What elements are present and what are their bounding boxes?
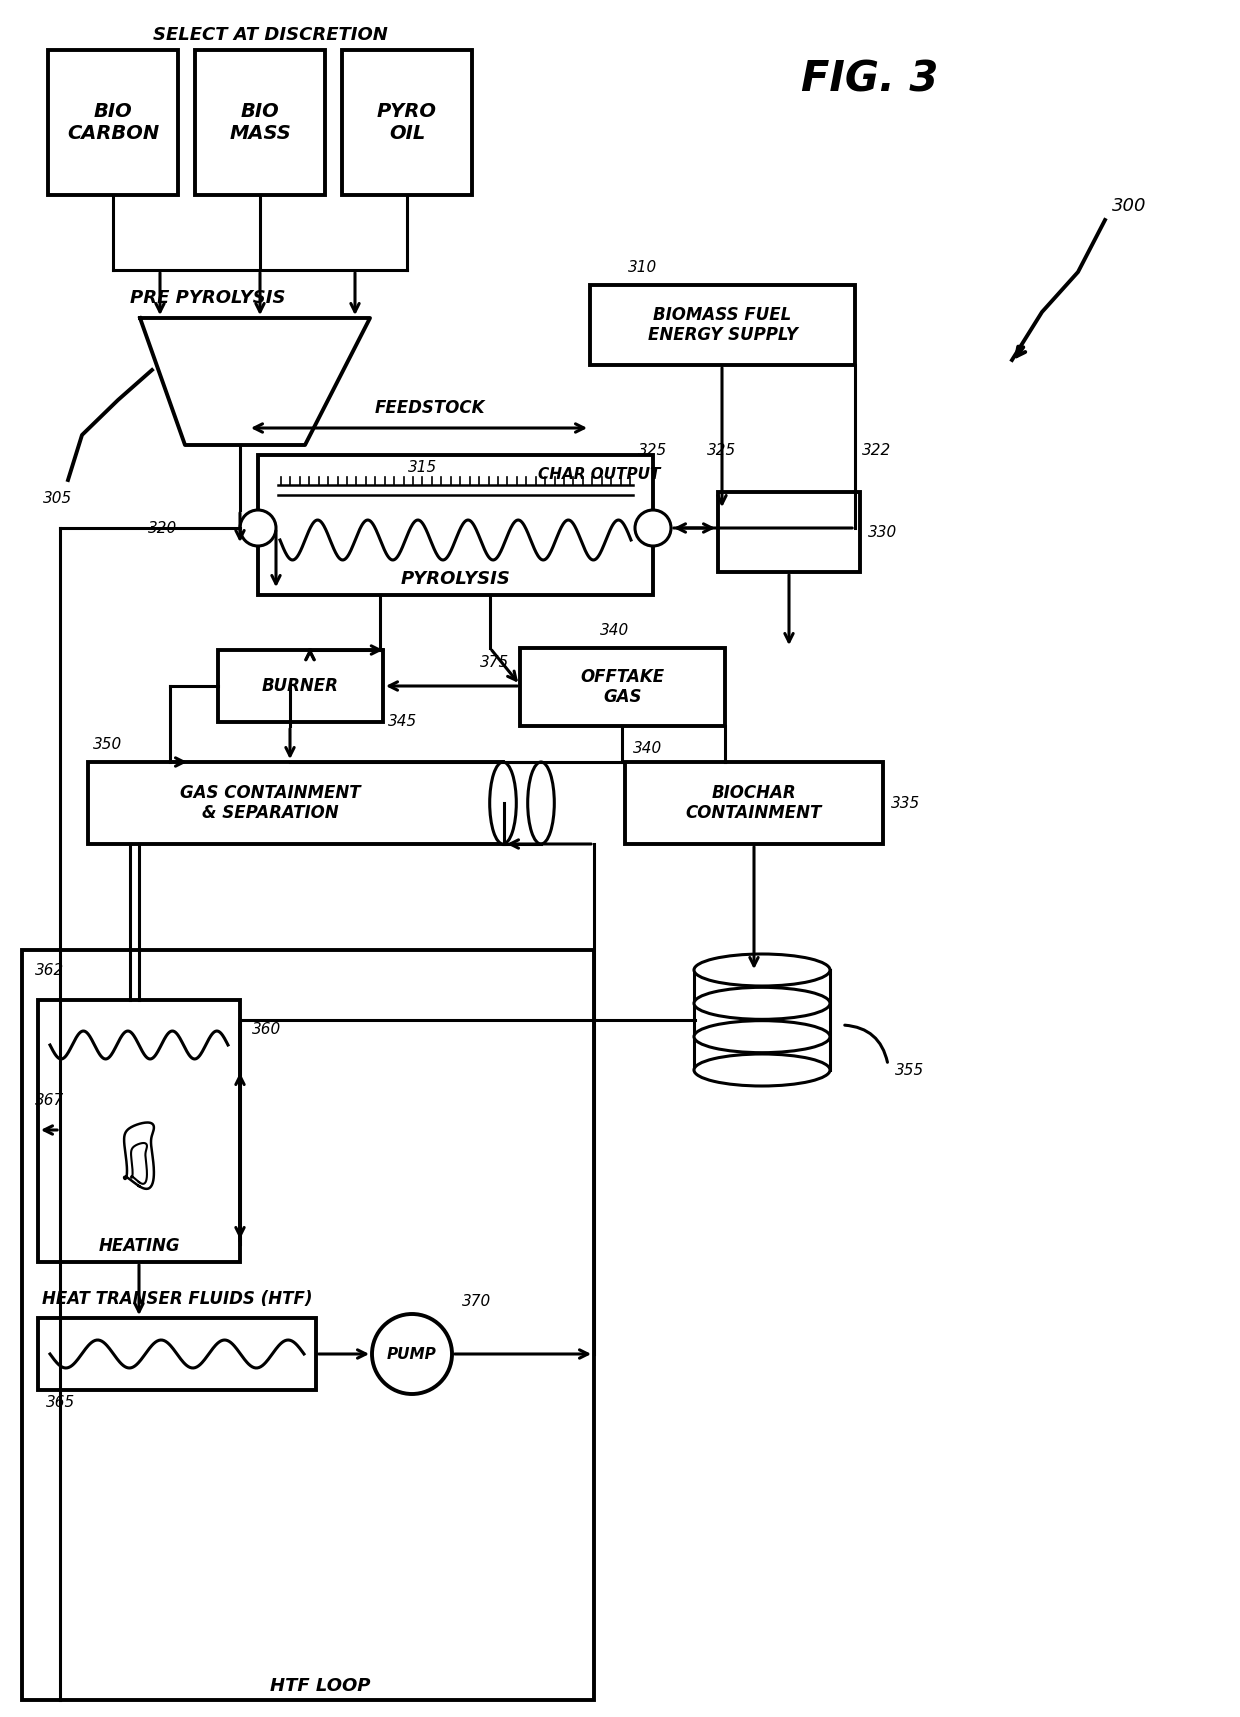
Polygon shape [131,1144,148,1183]
Text: 375: 375 [480,654,510,670]
Text: HTF LOOP: HTF LOOP [270,1678,371,1695]
Text: 340: 340 [632,742,662,755]
Ellipse shape [694,1054,830,1085]
Text: PYRO
OIL: PYRO OIL [377,101,436,143]
Polygon shape [140,318,370,445]
Text: PUMP: PUMP [387,1346,436,1362]
Text: 305: 305 [43,491,73,505]
Text: OFFTAKE
GAS: OFFTAKE GAS [580,668,665,706]
Text: 362: 362 [35,963,64,979]
Circle shape [241,510,277,546]
Bar [342,50,472,196]
Ellipse shape [694,955,830,986]
Bar [258,455,653,596]
Text: 370: 370 [463,1295,491,1308]
Bar [195,50,325,196]
Bar [218,651,383,723]
Bar [718,493,861,572]
Text: 325: 325 [707,443,737,458]
Text: 335: 335 [892,795,920,810]
Text: 330: 330 [868,524,898,539]
Ellipse shape [490,762,516,845]
Text: 350: 350 [93,737,123,752]
Bar [694,970,830,1070]
Text: 322: 322 [862,443,892,457]
Text: BIO
MASS: BIO MASS [229,101,291,143]
Text: 340: 340 [600,623,629,639]
Ellipse shape [694,987,830,1020]
Ellipse shape [694,1020,830,1053]
Text: 355: 355 [895,1063,924,1078]
Text: BIOCHAR
CONTAINMENT: BIOCHAR CONTAINMENT [686,783,822,822]
Bar [88,762,503,845]
Text: 320: 320 [148,520,177,536]
Text: PRE PYROLYSIS: PRE PYROLYSIS [130,288,285,307]
Text: 325: 325 [639,443,667,458]
Text: BIO
CARBON: BIO CARBON [67,101,159,143]
Text: 365: 365 [46,1394,76,1410]
Text: 310: 310 [627,259,657,275]
Bar [22,950,594,1700]
Text: BURNER: BURNER [262,676,339,695]
Circle shape [372,1314,453,1394]
Text: FEEDSTOCK: FEEDSTOCK [374,398,485,417]
Text: CHAR OUTPUT: CHAR OUTPUT [538,467,660,482]
Bar [38,999,241,1262]
Circle shape [635,510,671,546]
Text: 360: 360 [252,1022,281,1037]
Text: HEAT TRANSER FLUIDS (HTF): HEAT TRANSER FLUIDS (HTF) [42,1289,312,1308]
Bar [38,1319,316,1391]
Ellipse shape [528,762,554,845]
Text: 300: 300 [1112,197,1147,215]
Bar [625,762,883,845]
Polygon shape [124,1123,154,1188]
Text: 367: 367 [35,1092,64,1107]
Bar [590,285,856,366]
Text: HEATING: HEATING [98,1236,180,1255]
Text: 315: 315 [408,460,438,476]
Bar [48,50,179,196]
Text: PYROLYSIS: PYROLYSIS [401,570,511,587]
Bar [520,647,725,726]
Text: FIG. 3: FIG. 3 [801,58,939,101]
Text: SELECT AT DISCRETION: SELECT AT DISCRETION [153,26,387,45]
Text: BIOMASS FUEL
ENERGY SUPPLY: BIOMASS FUEL ENERGY SUPPLY [647,306,797,345]
Text: 345: 345 [388,714,417,730]
Text: GAS CONTAINMENT
& SEPARATION: GAS CONTAINMENT & SEPARATION [180,783,361,822]
